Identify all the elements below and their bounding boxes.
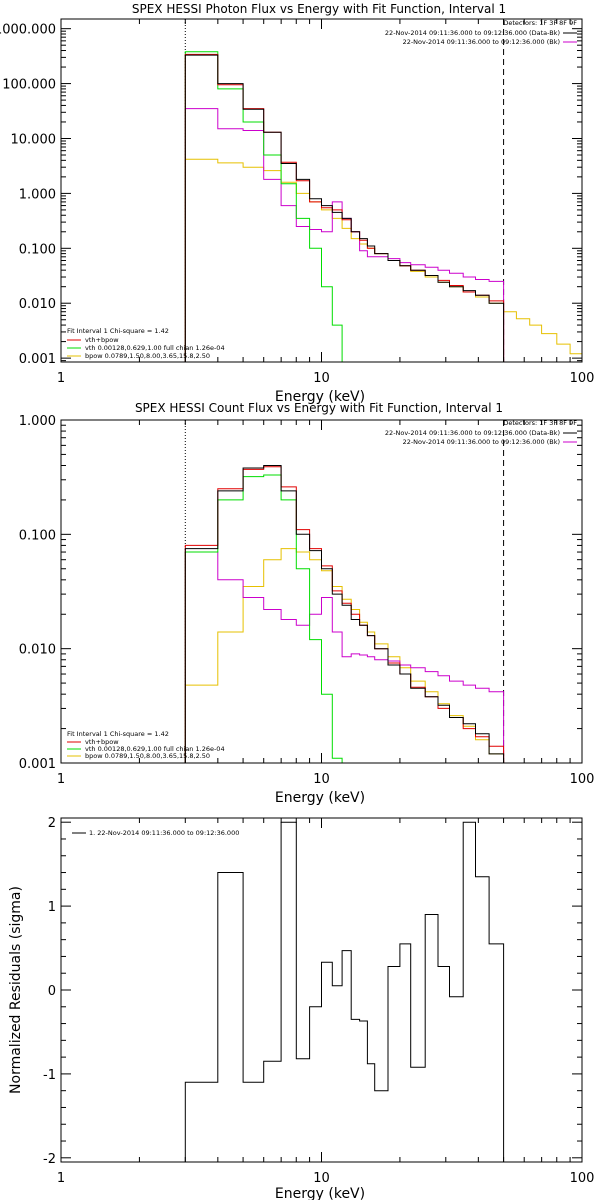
y-tick-label: -2 (43, 1152, 56, 1167)
legend-vth: vth 0.00128,0.629,1.00 full chian 1.26e-… (85, 745, 225, 753)
count-flux-panel: SPEX HESSI Count Flux vs Energy with Fit… (19, 401, 595, 806)
y-tick-label: 100.000 (2, 78, 56, 93)
series-data-line (184, 54, 505, 362)
chart-title: SPEX HESSI Photon Flux vs Energy with Fi… (132, 2, 506, 16)
series-vth-line (184, 51, 352, 362)
residuals-panel: Energy (keV) Normalized Residuals (sigma… (8, 816, 594, 1200)
y-tick-label: 10.000 (11, 132, 57, 147)
chart-title: SPEX HESSI Count Flux vs Energy with Fit… (135, 401, 503, 415)
y-tick-label: 0.010 (19, 643, 56, 658)
x-axis-label: Energy (keV) (275, 790, 365, 806)
y-tick-label: 0.100 (19, 242, 56, 257)
y-tick-label: 1.000 (19, 187, 56, 202)
legend-top-left: 1. 22-Nov-2014 09:11:36.000 to 09:12:36.… (72, 829, 239, 837)
legend-bottom-left: Fit Interval 1 Chi-square = 1.42 vth+bpo… (67, 730, 225, 760)
series-total-line (184, 53, 505, 362)
legend-bpow: bpow 0.0789,1.50,8.00,3.65,15.8,2.50 (85, 352, 210, 360)
x-tick-label: 1 (57, 371, 65, 386)
photon-flux-panel: SPEX HESSI Photon Flux vs Energy with Fi… (0, 2, 594, 405)
y-tick-label: 0.100 (19, 528, 56, 543)
y-tick-label: 0.001 (19, 757, 56, 772)
y-tick-label: 0.010 (19, 297, 56, 312)
series-total-line (184, 466, 505, 763)
y-tick-label: 0 (48, 984, 56, 999)
y-tick-label: 1 (48, 900, 56, 915)
legend-detectors: Detectors: 1F 3F 8F 9F (503, 419, 577, 427)
x-tick-label: 100 (570, 371, 595, 386)
count-flux-plot-area: 1 10 100 1.000 0.100 0.010 0.001 (19, 414, 595, 787)
series-data-line (184, 821, 505, 1162)
x-tick-label: 100 (570, 1171, 595, 1186)
legend-bpow: bpow 0.0789,1.50,8.00,3.65,15.8,2.50 (85, 752, 210, 760)
y-axis-label: Normalized Residuals (sigma) (8, 886, 24, 1094)
legend-data-bk: 22-Nov-2014 09:11:36.000 to 09:12:36.000… (385, 29, 560, 37)
legend-fit-interval: Fit Interval 1 Chi-square = 1.42 (67, 327, 169, 335)
legend-bottom-left: Fit Interval 1 Chi-square = 1.42 vth+bpo… (67, 327, 225, 360)
series-background-line (184, 551, 505, 763)
x-axis-label: Energy (keV) (275, 389, 365, 405)
x-tick-label: 100 (570, 772, 595, 787)
x-tick-label: 1 (57, 772, 65, 787)
y-tick-label: 2 (48, 816, 56, 831)
legend-residual: 1. 22-Nov-2014 09:11:36.000 to 09:12:36.… (89, 829, 239, 837)
legend-total: vth+bpow (85, 336, 119, 344)
series-bpow-line (184, 548, 505, 763)
x-axis-label: Energy (keV) (275, 1186, 365, 1200)
legend-bk: 22-Nov-2014 09:11:36.000 to 09:12:36.000… (403, 438, 560, 446)
legend-top-right: Detectors: 1F 3F 8F 9F 22-Nov-2014 09:11… (385, 19, 577, 46)
series-data-line (184, 465, 505, 763)
y-tick-label: 1.000 (19, 414, 56, 429)
y-tick-label: -1 (43, 1068, 56, 1083)
x-tick-label: 10 (313, 1171, 330, 1186)
legend-total: vth+bpow (85, 738, 119, 746)
legend-vth: vth 0.00128,0.629,1.00 full chian 1.26e-… (85, 344, 225, 352)
x-tick-label: 1 (57, 1171, 65, 1186)
photon-flux-plot-area: 1 10 100 1000.000 100.000 10.000 1.000 0.100 0.0… (0, 18, 595, 386)
legend-bk: 22-Nov-2014 09:11:36.000 to 09:12:36.000… (403, 38, 560, 46)
series-background-line (184, 108, 505, 362)
legend-data-bk: 22-Nov-2014 09:11:36.000 to 09:12:36.000… (385, 429, 560, 437)
x-tick-label: 10 (313, 371, 330, 386)
x-tick-label: 10 (313, 772, 330, 787)
series-vth-line (184, 474, 352, 763)
series-bpow-line (184, 158, 582, 362)
legend-top-right: Detectors: 1F 3F 8F 9F 22-Nov-2014 09:11… (385, 419, 577, 446)
legend-detectors: Detectors: 1F 3F 8F 9F (503, 19, 577, 27)
y-tick-label: 1000.000 (0, 23, 56, 38)
y-tick-label: 0.001 (19, 352, 56, 367)
legend-fit-interval: Fit Interval 1 Chi-square = 1.42 (67, 730, 169, 738)
